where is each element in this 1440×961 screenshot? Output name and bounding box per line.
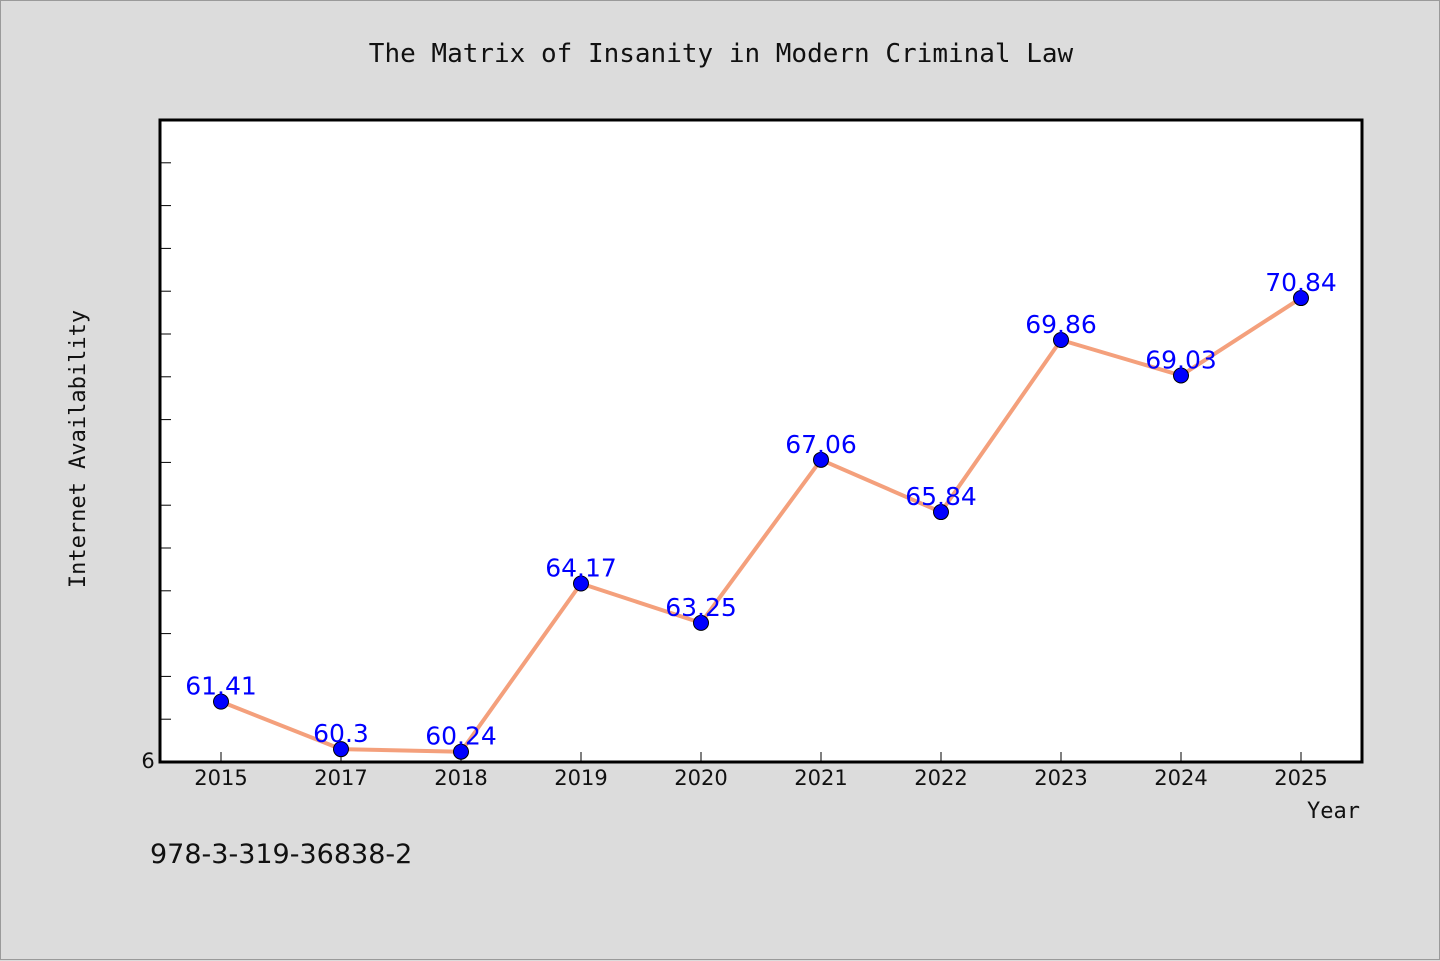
series-line	[219, 296, 1303, 754]
x-tick-label: 2015	[194, 766, 247, 790]
series-line-group: 61.41 60.3 60.24 64.17 63.25 67.06 65.84 69.86 6…	[185, 268, 1337, 760]
x-tick-label: 2018	[434, 766, 487, 790]
data-point-marker	[933, 504, 949, 521]
y-axis-ticks	[160, 162, 171, 720]
data-point-marker	[813, 451, 829, 468]
data-point-marker	[1293, 290, 1309, 307]
data-label: 64.17	[545, 554, 617, 583]
y-axis-label: Internet Availability	[66, 310, 91, 588]
chart-title: The Matrix of Insanity in Modern Crimina…	[369, 39, 1074, 69]
y-tick-label: 6	[141, 749, 154, 773]
data-label: 60.24	[425, 722, 497, 751]
data-label: 65.84	[905, 482, 977, 511]
data-label: 70.84	[1265, 268, 1337, 297]
data-point-marker	[453, 743, 469, 760]
data-point-marker	[693, 614, 709, 631]
plot-area	[158, 118, 1364, 764]
data-point-marker	[1173, 367, 1189, 384]
x-tick-label: 2023	[1034, 766, 1087, 790]
data-point-marker	[213, 693, 229, 710]
data-label: 69.86	[1025, 310, 1097, 339]
data-label: 67.06	[785, 430, 857, 459]
x-tick-label: 2019	[554, 766, 607, 790]
data-label: 69.03	[1145, 346, 1217, 375]
x-tick-label: 2020	[674, 766, 727, 790]
data-point-marker	[333, 741, 349, 758]
x-tick-label: 2022	[914, 766, 967, 790]
data-point-marker	[573, 575, 589, 592]
x-tick-label: 2025	[1274, 766, 1327, 790]
isbn-code: 978-3-319-36838-2	[150, 839, 412, 870]
data-label: 61.41	[185, 672, 257, 701]
data-point-marker	[1053, 331, 1069, 348]
x-axis-ticks: 2015 2017 2018 2019 2020 2021 2022 2023 2024 2025	[194, 752, 1328, 790]
data-label: 60.3	[313, 719, 369, 748]
data-label: 63.25	[665, 593, 737, 622]
x-axis-label: Year	[1307, 799, 1360, 824]
x-tick-label: 2017	[314, 766, 367, 790]
x-tick-label: 2024	[1154, 766, 1207, 790]
x-tick-label: 2021	[794, 766, 847, 790]
